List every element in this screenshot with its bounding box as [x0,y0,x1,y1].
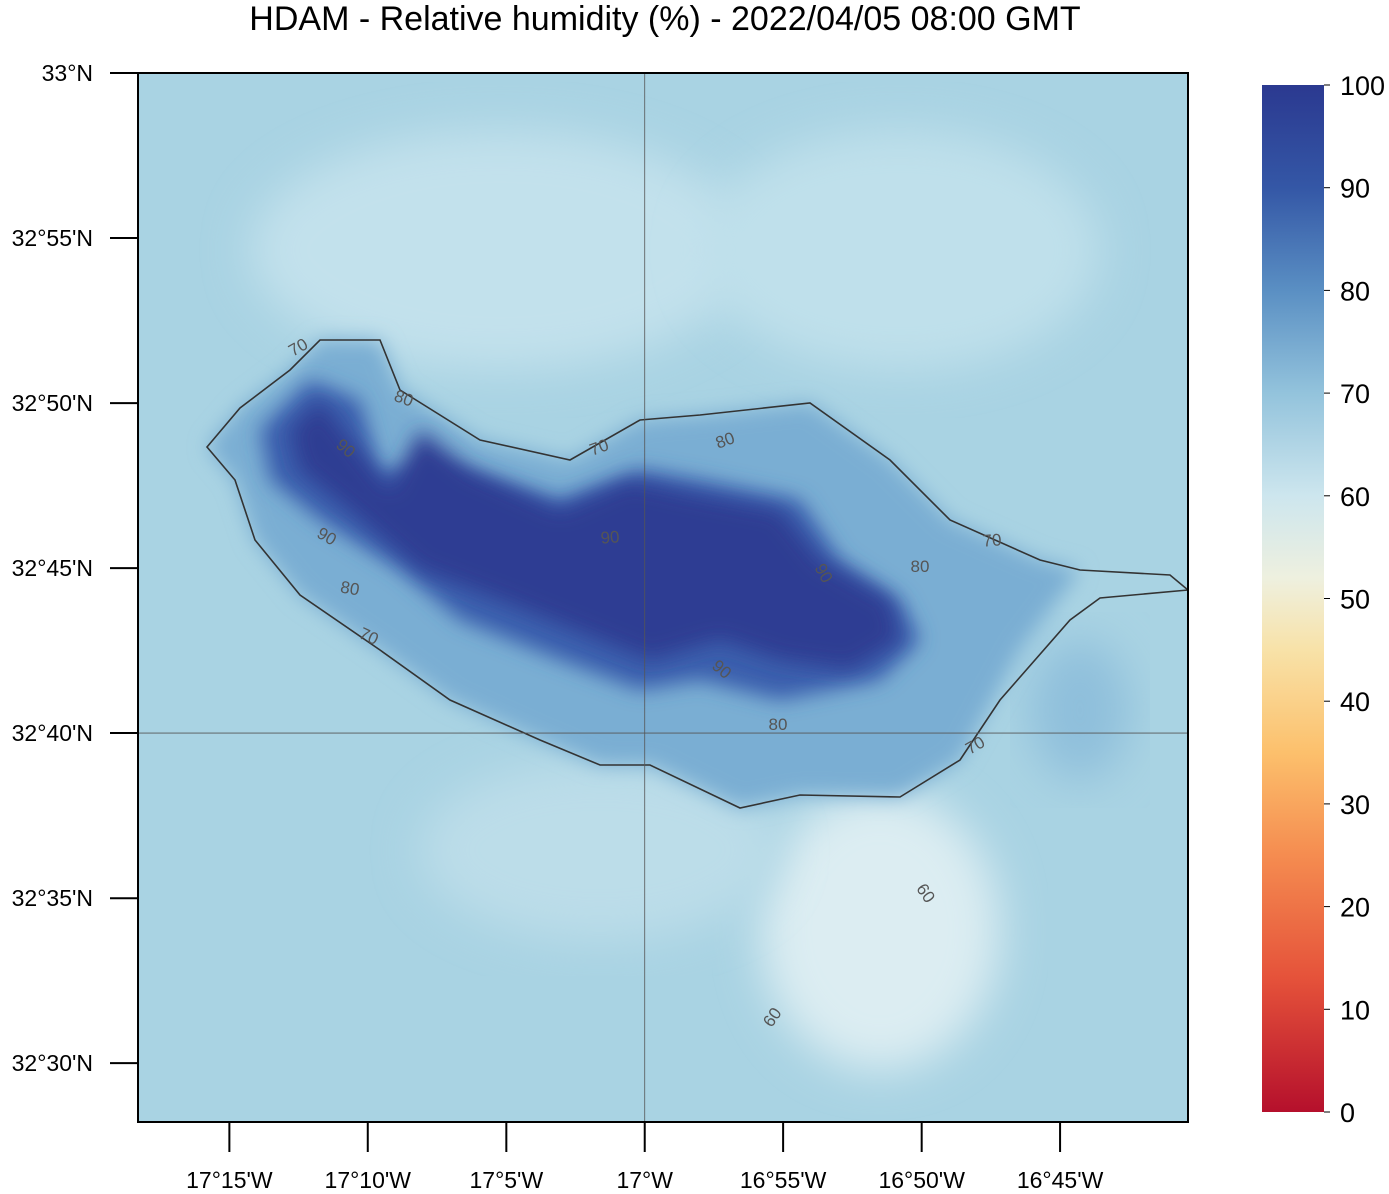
x-tick-label: 16°55'W [740,1167,827,1189]
contour-label: 90 [600,527,621,548]
coastline [205,339,1188,809]
colorbar-tick-label: 0 [1340,1098,1355,1128]
contour-label: 80 [911,557,930,576]
colorbar [1262,85,1324,1112]
colorbar-tick-label: 40 [1340,687,1370,717]
x-tick-label: 17°10'W [325,1167,412,1189]
map-frame [137,72,1189,1123]
colorbar-tick-label: 100 [1340,71,1385,101]
colorbar-tick-label: 10 [1340,995,1370,1025]
y-tick-label: 33°N [42,60,93,86]
title: HDAM - Relative humidity (%) - 2022/04/0… [249,0,1080,38]
colorbar-tick-label: 80 [1340,276,1370,306]
x-tick-label: 16°45'W [1017,1167,1104,1189]
colorbar-tick-label: 30 [1340,790,1370,820]
colorbar-tick-label: 70 [1340,379,1370,409]
colorbar-tick-label: 60 [1340,482,1370,512]
colorbar-tick-label: 90 [1340,174,1370,204]
humidity-field [138,73,1188,1122]
colorbar-tick-label: 20 [1340,893,1370,923]
x-tick-label: 17°W [616,1167,673,1189]
y-tick-label: 32°35'N [12,885,93,911]
y-tick-label: 32°30'N [12,1050,93,1076]
y-tick-label: 32°40'N [12,720,93,746]
colorbar-tick-label: 50 [1340,585,1370,615]
x-tick-label: 17°5'W [469,1167,543,1189]
contour-label: 70 [982,530,1003,551]
y-tick-label: 32°55'N [12,225,93,251]
x-tick-label: 16°50'W [878,1167,965,1189]
y-tick-label: 32°45'N [12,555,93,581]
contour-label: 80 [339,577,361,599]
contour-label: 80 [769,715,788,734]
y-tick-label: 32°50'N [12,390,93,416]
x-tick-label: 17°15'W [186,1167,273,1189]
